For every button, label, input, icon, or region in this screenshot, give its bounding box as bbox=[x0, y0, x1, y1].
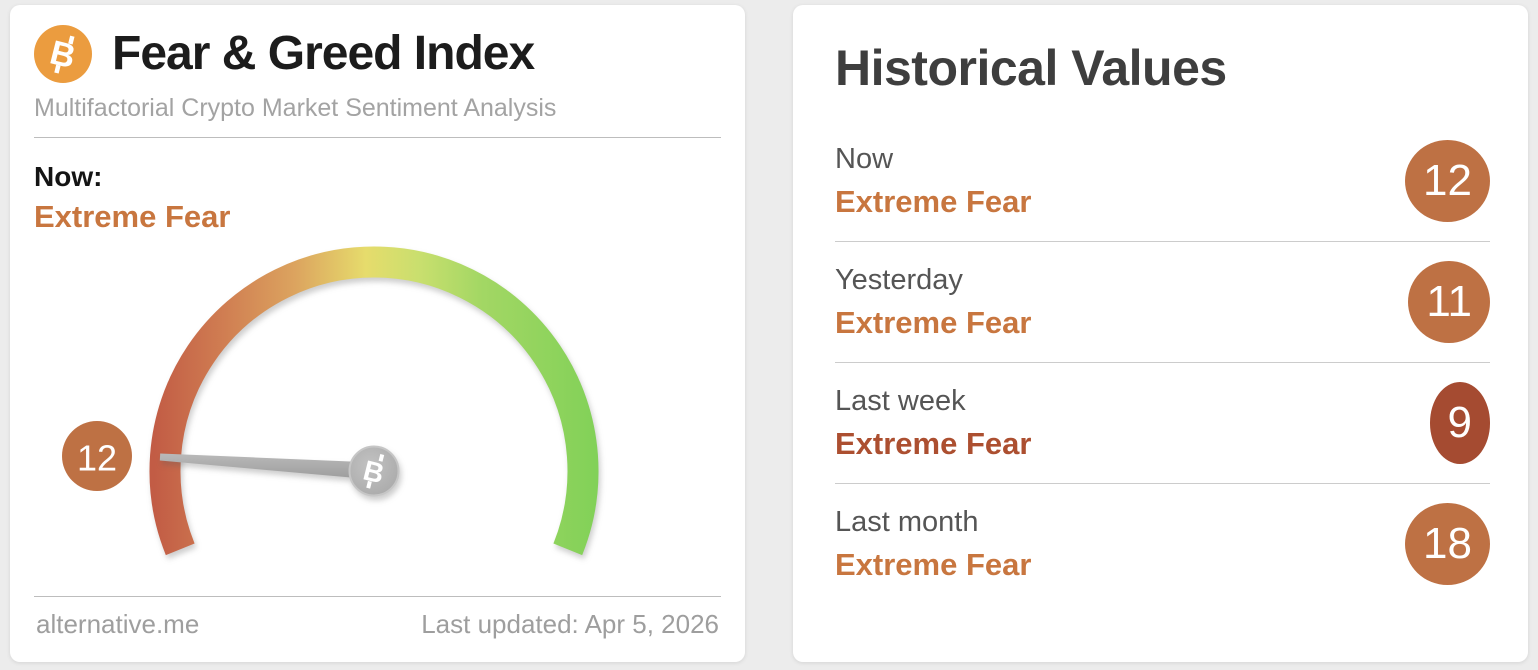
history-value-badge: 9 bbox=[1429, 382, 1490, 464]
gauge-needle: B bbox=[159, 445, 400, 497]
gauge-arc bbox=[149, 246, 599, 555]
divider bbox=[34, 137, 721, 138]
bitcoin-hub-icon bbox=[348, 445, 400, 497]
current-sentiment: Now: Extreme Fear bbox=[34, 160, 721, 235]
card-footer: alternative.me Last updated: Apr 5, 2026 bbox=[34, 582, 721, 644]
history-row-last-month: Last month Extreme Fear 18 bbox=[835, 484, 1490, 604]
fear-greed-gauge: B 12 bbox=[62, 246, 599, 555]
history-row-classification: Extreme Fear bbox=[835, 304, 1032, 340]
page-subtitle: Multifactorial Crypto Market Sentiment A… bbox=[34, 94, 557, 122]
last-updated: Last updated: Apr 5, 2026 bbox=[421, 609, 719, 639]
card-header: B Fear & Greed Index bbox=[34, 25, 721, 83]
source-link[interactable]: alternative.me bbox=[36, 609, 200, 639]
page-title: Fear & Greed Index bbox=[112, 26, 535, 80]
history-row-classification: Extreme Fear bbox=[835, 546, 1032, 582]
history-row-label: Yesterday bbox=[835, 263, 963, 296]
history-row-classification: Extreme Fear bbox=[835, 183, 1032, 219]
history-title: Historical Values bbox=[835, 40, 1227, 96]
historical-values-card: Historical Values Now Extreme Fear 12 Ye… bbox=[793, 5, 1528, 662]
history-row-yesterday: Yesterday Extreme Fear 11 bbox=[835, 242, 1490, 363]
gauge-value: 12 bbox=[77, 437, 117, 478]
history-value-badge: 12 bbox=[1405, 140, 1490, 222]
history-value-badge: 11 bbox=[1408, 261, 1490, 343]
history-value-badge: 18 bbox=[1405, 503, 1490, 585]
history-row-classification: Extreme Fear bbox=[835, 425, 1032, 461]
bitcoin-icon: B bbox=[34, 25, 92, 83]
history-row-now: Now Extreme Fear 12 bbox=[835, 121, 1490, 242]
history-row-last-week: Last week Extreme Fear 9 bbox=[835, 363, 1490, 484]
history-row-label: Last week bbox=[835, 384, 966, 417]
fear-greed-card: B Fear & Greed Index Multifactorial Cryp… bbox=[10, 5, 745, 662]
gauge-value-badge: 12 bbox=[62, 420, 132, 491]
history-row-label: Last month bbox=[835, 505, 979, 538]
now-classification: Extreme Fear bbox=[34, 198, 231, 234]
history-row-label: Now bbox=[835, 142, 894, 175]
divider bbox=[34, 596, 721, 597]
now-label: Now: bbox=[34, 161, 103, 192]
